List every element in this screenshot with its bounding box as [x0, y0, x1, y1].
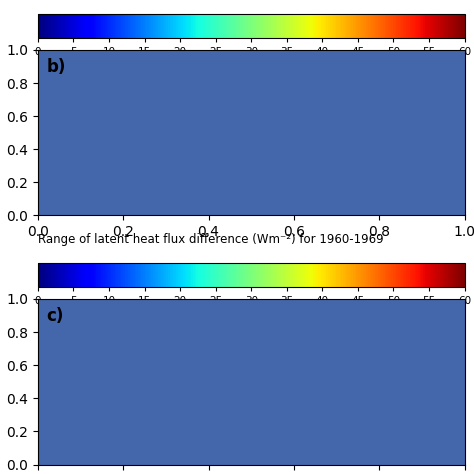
Text: b): b): [46, 58, 66, 76]
Text: c): c): [46, 307, 64, 325]
Text: Range of latent heat flux difference (Wm⁻²) for 1960-1969: Range of latent heat flux difference (Wm…: [38, 233, 383, 246]
